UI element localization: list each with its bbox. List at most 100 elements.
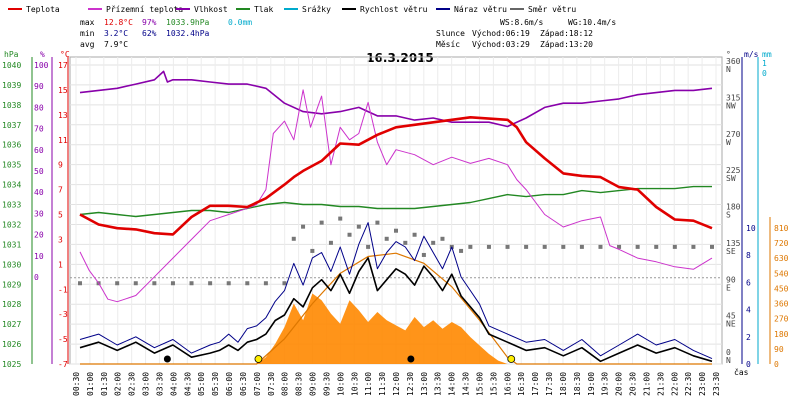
wind-direction-point <box>598 244 603 249</box>
tick-label-temperature: 1 <box>58 260 63 269</box>
wind-direction-point <box>635 244 640 249</box>
tick-label-pressure: 1037 <box>2 121 21 130</box>
x-axis-label: čas <box>734 367 749 377</box>
tick-label-temperature: -1 <box>58 285 68 294</box>
tick-label-time: 08:30 <box>295 372 304 396</box>
line-series <box>78 70 714 363</box>
wind-direction-point <box>347 232 352 237</box>
stat-max-rain: 0.0mm <box>228 18 252 27</box>
wind-direction-point <box>403 240 408 245</box>
wind-direction-point <box>226 281 231 286</box>
tick-label-solar: 360 <box>774 300 789 309</box>
sun-marker <box>254 355 263 363</box>
tick-label-time: 03:30 <box>155 372 164 396</box>
tick-label-temperature: 15 <box>58 86 68 95</box>
tick-label-pressure: 1031 <box>2 240 21 249</box>
tick-label-solar: 90 <box>774 345 784 354</box>
tick-label-time: 02:30 <box>128 372 137 396</box>
legend-label-ground-temperature: Přízemní teplota <box>106 5 183 14</box>
wind-direction-point <box>468 244 473 249</box>
wind-direction-point <box>524 244 529 249</box>
tick-label-solar: 450 <box>774 284 789 293</box>
tick-label-humidity: 60 <box>34 146 44 155</box>
wind-direction-point <box>654 244 659 249</box>
wind-gust-line <box>79 222 713 360</box>
tick-label-temperature: -5 <box>58 335 68 344</box>
tick-label-time: 23:00 <box>698 372 707 396</box>
tick-label-time: 23:30 <box>712 372 721 396</box>
tick-label-cardinal: NW <box>726 101 736 110</box>
tick-label-humidity: 70 <box>34 125 44 134</box>
wind-direction-point <box>208 281 213 286</box>
tick-label-humidity: 50 <box>34 167 44 176</box>
chart-date-title: 16.3.2015 <box>366 51 434 65</box>
tick-label-cardinal: S <box>726 211 731 220</box>
wind-direction-point <box>291 236 296 241</box>
wind-direction-point <box>133 281 138 286</box>
wind-direction-point <box>691 244 696 249</box>
tick-label-time: 09:00 <box>309 372 318 396</box>
legend-label-wind-gust: Náraz větru <box>454 5 507 14</box>
tick-label-time: 17:30 <box>545 372 554 396</box>
unit-hpa: hPa <box>4 50 19 59</box>
tick-label-direction: 0 <box>726 348 731 357</box>
wind-direction-point <box>486 244 491 249</box>
tick-label-time: 21:00 <box>642 372 651 396</box>
tick-label-pressure: 1026 <box>2 340 21 349</box>
tick-label-time: 11:00 <box>364 372 373 396</box>
tick-label-time: 06:00 <box>225 372 234 396</box>
sun-marker <box>507 355 516 363</box>
wind-direction-point <box>319 220 324 225</box>
tick-label-time: 15:00 <box>475 372 484 396</box>
wind-direction-point <box>282 281 287 286</box>
tick-label-time: 04:30 <box>183 372 192 396</box>
axis-ticks: 1040103910381037103610351034103310321031… <box>2 57 789 396</box>
tick-label-pressure: 1039 <box>2 81 21 90</box>
tick-label-temperature: -7 <box>58 360 68 369</box>
tick-label-humidity: 20 <box>34 231 44 240</box>
tick-label-time: 04:00 <box>169 372 178 396</box>
tick-label-time: 18:00 <box>559 372 568 396</box>
tick-label-humidity: 40 <box>34 188 44 197</box>
wind-direction-point <box>366 244 371 249</box>
tick-label-time: 03:00 <box>142 372 151 396</box>
tick-label-temperature: 13 <box>58 111 68 120</box>
stat-max-hum: 97% <box>142 18 157 27</box>
wind-direction-point <box>542 244 547 249</box>
tick-label-humidity: 10 <box>34 252 44 261</box>
tick-label-temperature: 7 <box>58 186 63 195</box>
tick-label-pressure: 1034 <box>2 181 21 190</box>
stat-max-temp: 12.8°C <box>104 18 133 27</box>
stats-block: max 12.8°C 97% 1033.9hPa 0.0mm min 3.2°C… <box>80 18 252 49</box>
wind-direction-point <box>301 224 306 229</box>
tick-label-time: 01:30 <box>100 372 109 396</box>
tick-label-time: 09:30 <box>322 372 331 396</box>
tick-label-cardinal: N <box>726 65 731 74</box>
tick-label-pressure: 1038 <box>2 101 21 110</box>
wind-direction-point <box>431 240 436 245</box>
tick-label-time: 21:30 <box>656 372 665 396</box>
stat-avg-label: avg <box>80 40 95 49</box>
unit-degree: ° <box>726 50 731 59</box>
wind-direction-point <box>440 236 445 241</box>
stat-max-press: 1033.9hPa <box>166 18 210 27</box>
tick-label-rain: 1 <box>762 59 767 68</box>
wind-direction-point <box>170 281 175 286</box>
tick-label-cardinal: N <box>726 356 731 365</box>
wind-direction-point <box>245 281 250 286</box>
legend-label-wind-direction: Směr větru <box>528 5 576 14</box>
tick-label-time: 12:00 <box>392 372 401 396</box>
tick-label-temperature: 17 <box>58 61 68 70</box>
tick-label-pressure: 1035 <box>2 161 21 170</box>
tick-label-time: 05:30 <box>211 372 220 396</box>
info-sun-set: Západ:18:12 <box>540 29 593 38</box>
solar-radiation-area <box>80 293 712 364</box>
info-ws: WS:8.6m/s <box>500 18 544 27</box>
tick-label-pressure: 1030 <box>2 260 21 269</box>
tick-label-time: 10:30 <box>350 372 359 396</box>
wind-direction-point <box>263 281 268 286</box>
wind-direction-point <box>78 281 82 286</box>
tick-label-humidity: 30 <box>34 209 44 218</box>
tick-label-solar: 630 <box>774 254 789 263</box>
tick-label-time: 10:00 <box>336 372 345 396</box>
